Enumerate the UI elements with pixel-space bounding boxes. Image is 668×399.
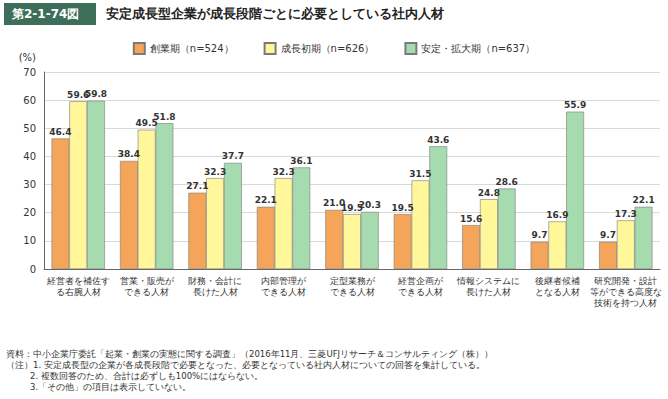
svg-text:9.7: 9.7: [600, 230, 616, 240]
svg-text:成長初期（n=626）: 成長初期（n=626）: [281, 43, 375, 54]
svg-text:40: 40: [23, 151, 36, 162]
svg-text:50: 50: [23, 123, 36, 134]
svg-text:22.1: 22.1: [632, 195, 654, 205]
svg-text:20.3: 20.3: [359, 200, 381, 210]
svg-text:できる人材: できる人材: [330, 287, 375, 297]
svg-text:9.7: 9.7: [532, 230, 548, 240]
svg-text:安定・拡大期（n=637）: 安定・拡大期（n=637）: [421, 43, 535, 54]
svg-text:59.6: 59.6: [67, 89, 90, 100]
svg-text:10: 10: [23, 235, 36, 246]
svg-text:38.4: 38.4: [118, 149, 140, 159]
svg-text:経営者を補佐す: 経営者を補佐す: [46, 276, 110, 286]
svg-text:資料：中小企業庁委託「起業・創業の実態に関する調査」（201: 資料：中小企業庁委託「起業・創業の実態に関する調査」（2016年11月、三菱UF…: [6, 349, 493, 359]
svg-text:27.1: 27.1: [186, 181, 208, 191]
svg-text:情報システムに: 情報システムに: [456, 276, 520, 286]
svg-text:長けた人材: 長けた人材: [193, 287, 238, 297]
svg-text:（注）1. 安定成長型の企業が各成長段階で必要となった、必要: （注）1. 安定成長型の企業が各成長段階で必要となった、必要となっている社内人材…: [6, 360, 485, 370]
svg-text:49.5: 49.5: [135, 118, 158, 129]
svg-text:37.7: 37.7: [222, 151, 244, 161]
svg-text:長けた人材: 長けた人材: [466, 287, 511, 297]
svg-text:32.3: 32.3: [272, 167, 294, 177]
svg-text:となる人材: となる人材: [535, 287, 580, 297]
svg-text:財務・会計に: 財務・会計に: [188, 276, 242, 286]
svg-text:60: 60: [23, 95, 36, 106]
svg-text:経営企画が: 経営企画が: [397, 276, 444, 286]
svg-text:等ができる高度な: 等ができる高度な: [590, 287, 662, 297]
svg-text:できる人材: できる人材: [398, 287, 443, 297]
svg-text:32.3: 32.3: [204, 167, 226, 177]
svg-text:営業・販売が: 営業・販売が: [120, 276, 175, 286]
svg-text:15.6: 15.6: [460, 214, 482, 224]
svg-text:安定成長型企業が成長段階ごとに必要としている社内人材: 安定成長型企業が成長段階ごとに必要としている社内人材: [106, 6, 444, 21]
svg-text:定型業務が: 定型業務が: [330, 276, 376, 286]
svg-text:3.「その他」の項目は表示していない。: 3.「その他」の項目は表示していない。: [30, 382, 191, 392]
svg-text:24.8: 24.8: [478, 188, 500, 198]
svg-text:22.1: 22.1: [255, 195, 277, 205]
svg-text:第2-1-74図: 第2-1-74図: [11, 7, 79, 21]
svg-text:19.5: 19.5: [340, 202, 364, 213]
svg-text:59.8: 59.8: [85, 89, 107, 99]
svg-text:創業期（n=524）: 創業期（n=524）: [150, 43, 234, 54]
svg-text:51.8: 51.8: [153, 112, 175, 122]
svg-text:20: 20: [23, 207, 36, 218]
svg-text:できる人材: できる人材: [261, 287, 306, 297]
svg-text:21.0: 21.0: [323, 198, 346, 209]
svg-text:後継者候補: 後継者候補: [535, 276, 580, 286]
svg-text:36.1: 36.1: [290, 156, 312, 166]
svg-text:30: 30: [23, 179, 36, 190]
svg-text:46.4: 46.4: [49, 127, 71, 137]
svg-text:19.5: 19.5: [392, 203, 414, 213]
svg-text:技術を持つ人材: 技術を持つ人材: [593, 298, 657, 308]
svg-text:55.9: 55.9: [564, 100, 586, 110]
svg-text:43.6: 43.6: [427, 135, 449, 145]
svg-text:70: 70: [23, 67, 36, 78]
svg-text:研究開発・設計: 研究開発・設計: [594, 276, 657, 286]
svg-text:内部管理が: 内部管理が: [261, 276, 307, 286]
svg-text:できる人材: できる人材: [124, 287, 169, 297]
svg-text:2. 複数回答のため、合計は必ずしも100%にはならない。: 2. 複数回答のため、合計は必ずしも100%にはならない。: [30, 371, 263, 381]
svg-text:17.3: 17.3: [615, 209, 637, 219]
svg-text:28.6: 28.6: [496, 177, 518, 187]
svg-text:(%): (%): [19, 52, 36, 63]
svg-text:31.5: 31.5: [409, 169, 431, 179]
svg-text:る右腕人材: る右腕人材: [56, 287, 101, 297]
svg-text:16.9: 16.9: [546, 210, 568, 220]
svg-text:0: 0: [30, 264, 36, 275]
